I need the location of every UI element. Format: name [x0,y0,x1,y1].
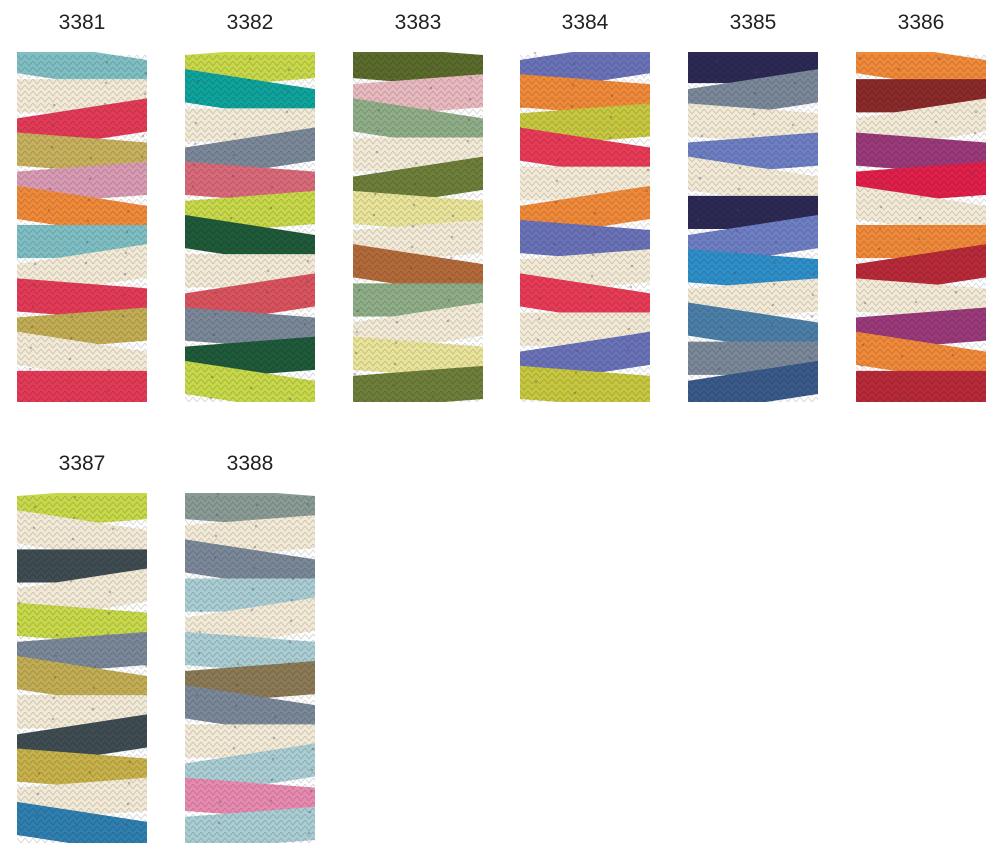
swatch-code: 3384 [561,11,609,34]
knit-swatch-image [353,52,483,402]
knit-swatch-image [17,493,147,843]
swatch-code: 3388 [226,452,274,475]
knit-swatch-image [520,52,650,402]
swatch-code: 3385 [729,11,777,34]
swatch-code: 3381 [58,11,106,34]
swatch-code: 3386 [897,11,945,34]
knit-swatch-image [856,52,986,402]
knit-swatch-image [17,52,147,402]
knit-swatch-image [185,493,315,843]
knit-swatch-image [688,52,818,402]
swatch-code: 3387 [58,452,106,475]
swatch-code: 3382 [226,11,274,34]
swatch-code: 3383 [394,11,442,34]
knit-swatch-image [185,52,315,402]
